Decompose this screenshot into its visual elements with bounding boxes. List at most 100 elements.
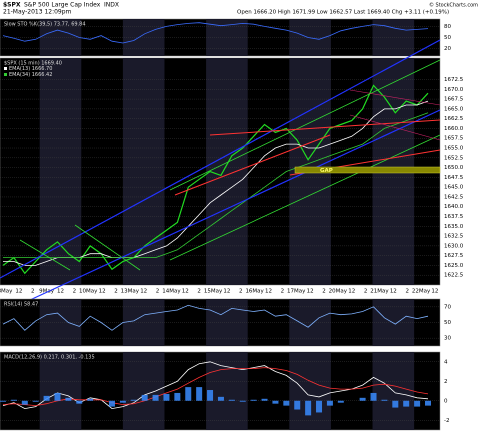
series-line <box>2 22 429 44</box>
day-band <box>289 352 331 430</box>
x-tick-label: 8May <box>0 289 13 295</box>
x-tick-label: 12 <box>182 289 189 295</box>
y-tick-label: 1660.0 <box>444 126 464 132</box>
histogram-bar <box>305 400 312 416</box>
histogram-bar <box>283 400 290 406</box>
index-name: S&P 500 Large Cap Index <box>24 2 101 9</box>
histogram-bar <box>272 400 279 404</box>
exchange: INDX <box>104 2 119 9</box>
legend-swatch <box>4 67 7 70</box>
histogram-bar <box>10 399 17 401</box>
date: 21-May-2013 12:09pm <box>3 9 72 16</box>
y-tick-label: 1672.5 <box>444 77 464 83</box>
histogram-bar <box>414 400 421 407</box>
x-tick-label: 2 <box>197 289 201 295</box>
y-tick-label: 1662.5 <box>444 116 464 122</box>
trend-line <box>74 224 141 271</box>
histogram-bar <box>370 392 377 401</box>
x-tick-label: 12 <box>99 289 106 295</box>
day-band <box>39 58 82 285</box>
histogram-bar <box>239 400 246 402</box>
histogram-bar <box>163 393 170 401</box>
x-tick-label: 2 <box>364 289 368 295</box>
y-tick-label: 1655.0 <box>444 146 464 152</box>
y-tick-label: 1627.5 <box>444 253 464 259</box>
panel-legend: $SPX (15 min) 1669.40 <box>4 61 62 67</box>
histogram-bar <box>403 400 410 407</box>
histogram-bar <box>359 397 366 401</box>
legend-swatch <box>4 73 7 76</box>
day-band <box>39 352 82 430</box>
y-tick-label: 1640.0 <box>444 204 464 210</box>
histogram-bar <box>141 394 148 401</box>
histogram-bar <box>261 398 268 401</box>
y-tick-label: 50 <box>444 35 451 41</box>
x-tick-label: 21May <box>370 289 389 295</box>
day-band <box>122 19 165 56</box>
day-band <box>206 58 248 285</box>
y-tick-label: 1625.0 <box>444 263 464 269</box>
x-tick-label: 2 <box>281 289 285 295</box>
y-tick-label: 1665.0 <box>444 106 464 112</box>
histogram-bar <box>392 400 399 408</box>
y-tick-label: 1657.5 <box>444 136 464 142</box>
series-line <box>3 112 429 258</box>
y-tick-label: 1635.0 <box>444 224 464 230</box>
x-tick-label: 15May <box>204 289 223 295</box>
y-tick-label: 30 <box>444 336 451 342</box>
legend-entry: EMA(34) 1666.42 <box>9 72 52 78</box>
histogram-bar <box>174 392 181 401</box>
y-tick-label: -2 <box>444 418 449 424</box>
histogram-bar <box>43 395 50 401</box>
panel-legend: MACD(12,26,9) 0.217, 0.301, -0.135 <box>4 355 95 361</box>
y-tick-label: 4 <box>444 359 448 365</box>
series-line <box>2 304 429 331</box>
x-tick-label: 13May <box>121 289 140 295</box>
histogram-bar <box>54 392 61 401</box>
y-tick-label: 1667.5 <box>444 97 464 103</box>
x-tick-label: 2 <box>114 289 118 295</box>
x-tick-label: 20May <box>329 289 348 295</box>
x-tick-label: 12 <box>15 289 22 295</box>
x-tick-label: 12 <box>57 289 64 295</box>
x-tick-label: 17May <box>287 289 306 295</box>
x-tick-label: 12 <box>390 289 397 295</box>
histogram-bar <box>0 400 6 402</box>
x-tick-label: 14May <box>162 289 181 295</box>
histogram-bar <box>425 400 431 406</box>
symbol: $SPX <box>3 2 21 9</box>
trend-line <box>349 114 441 141</box>
trend-line <box>19 239 71 271</box>
histogram-bar <box>185 387 192 401</box>
day-band <box>122 299 165 346</box>
x-tick-label: 2 <box>31 289 35 295</box>
histogram-bar <box>326 400 333 406</box>
x-tick-label: 12 <box>140 289 147 295</box>
histogram-bar <box>76 400 83 404</box>
trend-line <box>349 89 441 106</box>
x-tick-label: 2 <box>239 289 243 295</box>
y-tick-label: 1645.0 <box>444 185 464 191</box>
trend-line <box>169 134 441 261</box>
credit: © StockCharts.com <box>429 2 478 9</box>
histogram-bar <box>337 400 344 403</box>
y-tick-label: 1632.5 <box>444 234 464 240</box>
histogram-bar <box>217 396 224 401</box>
histogram-bar <box>65 397 72 401</box>
y-tick-label: 70 <box>444 304 451 310</box>
histogram-bar <box>130 399 137 401</box>
histogram-bar <box>32 400 39 402</box>
histogram-bar <box>119 400 126 403</box>
trend-line <box>209 119 441 136</box>
x-tick-label: 12 <box>307 289 314 295</box>
trend-line <box>29 109 441 301</box>
histogram-bar <box>87 398 94 401</box>
y-tick-label: 1622.5 <box>444 273 464 279</box>
x-tick-label: 12 <box>348 289 355 295</box>
y-tick-label: 1670.0 <box>444 87 464 93</box>
y-tick-label: 1637.5 <box>444 214 464 220</box>
trend-line <box>174 134 331 196</box>
histogram-bar <box>21 400 28 405</box>
gap-box <box>294 166 441 174</box>
x-tick-label: 2 <box>322 289 326 295</box>
